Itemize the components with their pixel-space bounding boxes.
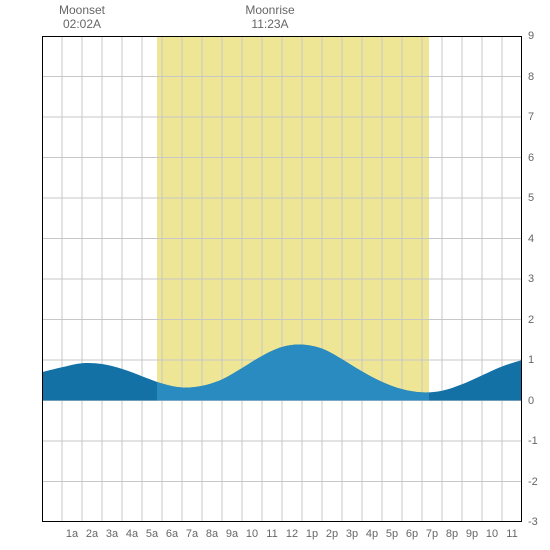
x-tick-label: 4p bbox=[366, 528, 378, 540]
x-tick-label: 6a bbox=[166, 528, 178, 540]
y-tick-label: -2 bbox=[528, 476, 538, 488]
x-tick-label: 9p bbox=[466, 528, 478, 540]
x-tick-label: 4a bbox=[126, 528, 138, 540]
y-tick-label: 2 bbox=[528, 314, 534, 326]
y-tick-label: 9 bbox=[528, 30, 534, 42]
x-tick-label: 10 bbox=[246, 528, 258, 540]
y-tick-label: 5 bbox=[528, 192, 534, 204]
x-tick-label: 11 bbox=[266, 528, 277, 540]
y-tick-label: -1 bbox=[528, 435, 538, 447]
y-tick-label: 7 bbox=[528, 111, 534, 123]
x-tick-label: 3a bbox=[106, 528, 118, 540]
x-tick-label: 11 bbox=[506, 528, 517, 540]
x-tick-label: 1a bbox=[66, 528, 78, 540]
x-tick-label: 6p bbox=[406, 528, 418, 540]
y-tick-label: 6 bbox=[528, 152, 534, 164]
x-tick-label: 8p bbox=[446, 528, 458, 540]
x-tick-label: 2p bbox=[326, 528, 338, 540]
x-tick-label: 3p bbox=[346, 528, 358, 540]
x-tick-label: 1p bbox=[306, 528, 318, 540]
y-tick-label: -3 bbox=[528, 516, 538, 528]
y-tick-label: 3 bbox=[528, 273, 534, 285]
x-tick-label: 7a bbox=[186, 528, 198, 540]
plot-border bbox=[42, 36, 522, 522]
x-tick-label: 7p bbox=[426, 528, 438, 540]
y-tick-label: 0 bbox=[528, 395, 534, 407]
y-tick-label: 8 bbox=[528, 71, 534, 83]
x-tick-label: 5a bbox=[146, 528, 158, 540]
x-tick-label: 5p bbox=[386, 528, 398, 540]
x-tick-label: 8a bbox=[206, 528, 218, 540]
x-tick-label: 10 bbox=[486, 528, 498, 540]
x-tick-label: 9a bbox=[226, 528, 238, 540]
y-tick-label: 4 bbox=[528, 233, 534, 245]
y-tick-label: 1 bbox=[528, 354, 534, 366]
tide-chart: Moonset02:02AMoonrise11:23A 1a2a3a4a5a6a… bbox=[0, 0, 550, 550]
x-tick-label: 2a bbox=[86, 528, 98, 540]
x-tick-label: 12 bbox=[286, 528, 298, 540]
